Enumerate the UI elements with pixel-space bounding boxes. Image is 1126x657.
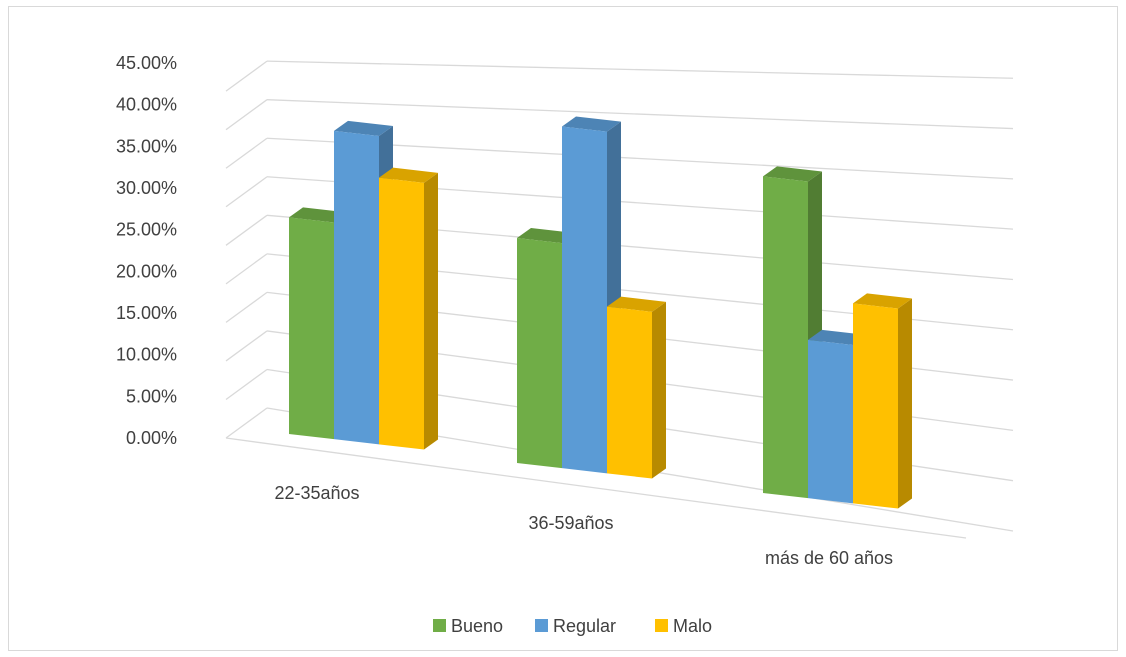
bar-malo-0 — [379, 167, 438, 450]
legend: Bueno Regular Malo — [433, 616, 712, 636]
x-category-label: 22-35años — [274, 483, 359, 503]
y-tick-label: 40.00% — [116, 95, 177, 115]
legend-label-regular: Regular — [553, 616, 616, 636]
bar-top — [562, 116, 621, 132]
gridline-connector — [225, 330, 268, 362]
gridline-connector — [225, 253, 268, 285]
bar-front — [517, 238, 562, 469]
y-tick-label: 25.00% — [116, 220, 177, 240]
legend-swatch-bueno — [433, 619, 446, 632]
bar-front — [562, 126, 607, 474]
gridline-connector — [225, 176, 268, 208]
bar-malo-2 — [853, 293, 912, 509]
bar-top — [763, 166, 822, 182]
gridline-connector — [225, 407, 268, 439]
x-axis-categories: 22-35años 36-59años más de 60 años — [274, 483, 893, 568]
y-tick-label: 15.00% — [116, 303, 177, 323]
bar-front — [379, 177, 424, 450]
gridline — [266, 60, 1014, 79]
y-tick-label: 0.00% — [126, 428, 177, 448]
y-tick-label: 5.00% — [126, 386, 177, 406]
gridline-connector — [225, 60, 268, 92]
bar-top — [334, 120, 393, 137]
y-tick-label: 20.00% — [116, 261, 177, 281]
chart-frame: 0.00% 5.00% 10.00% 15.00% 20.00% 25.00% 30.00%… — [8, 6, 1118, 651]
legend-label-bueno: Bueno — [451, 616, 503, 636]
bar-malo-1 — [607, 296, 666, 479]
y-tick-label: 10.00% — [116, 345, 177, 365]
x-category-label: 36-59años — [528, 513, 613, 533]
x-category-label: más de 60 años — [765, 548, 893, 568]
bar-front — [853, 303, 898, 509]
bar-front — [808, 339, 853, 504]
bar-top — [853, 293, 912, 309]
bar-side — [898, 298, 912, 509]
gridline-connector — [225, 99, 268, 131]
gridline-connector — [225, 291, 268, 323]
bar-top — [517, 228, 576, 244]
gridline-connector — [225, 137, 268, 169]
bar-side — [424, 172, 438, 450]
bar-side — [652, 301, 666, 479]
legend-swatch-malo — [655, 619, 668, 632]
bar-front — [289, 217, 334, 440]
gridline-connector — [225, 214, 268, 246]
bar-front — [607, 306, 652, 479]
bar-top — [607, 296, 666, 312]
bar-front — [334, 130, 379, 445]
gridline — [266, 99, 1014, 130]
bars — [289, 116, 912, 509]
y-tick-label: 45.00% — [116, 53, 177, 73]
bar-front — [763, 176, 808, 499]
bar-top — [289, 207, 348, 223]
y-axis-ticks: 0.00% 5.00% 10.00% 15.00% 20.00% 25.00% 30.00%… — [116, 53, 177, 448]
chart-svg: 0.00% 5.00% 10.00% 15.00% 20.00% 25.00% 30.00%… — [116, 53, 1014, 636]
y-tick-label: 30.00% — [116, 178, 177, 198]
legend-swatch-regular — [535, 619, 548, 632]
gridline-connector — [225, 368, 268, 400]
legend-label-malo: Malo — [673, 616, 712, 636]
floor-edge — [225, 437, 967, 539]
y-tick-label: 35.00% — [116, 136, 177, 156]
bar-top — [808, 329, 867, 346]
bar-top — [379, 167, 438, 183]
